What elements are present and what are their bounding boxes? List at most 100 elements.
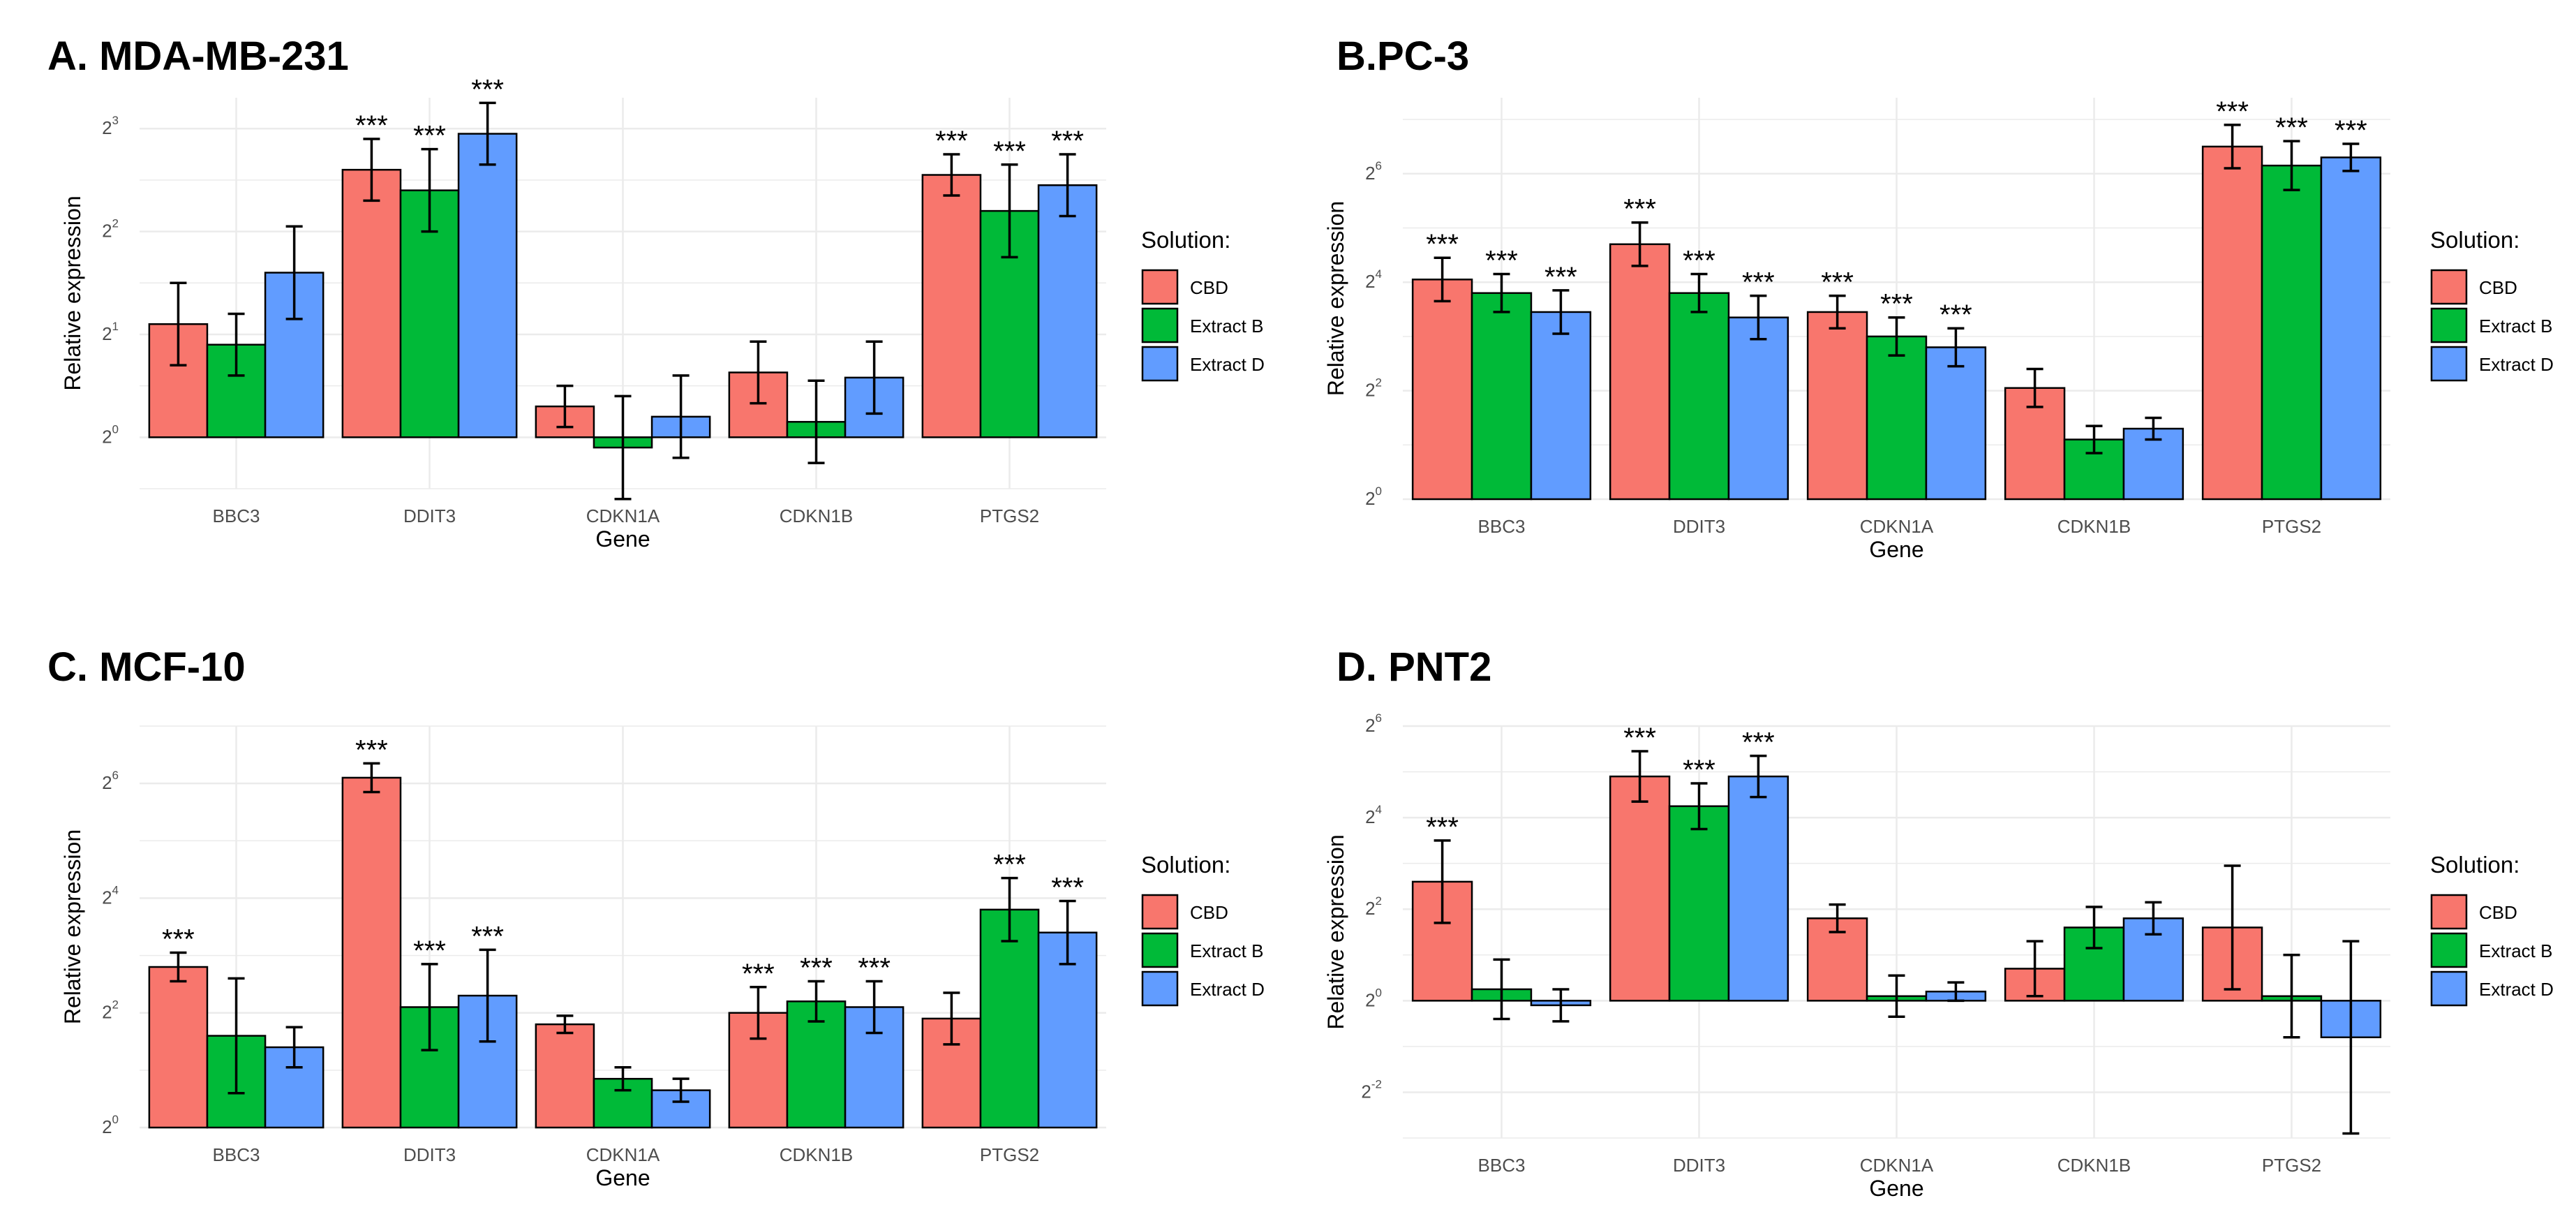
legend-swatch-cbd (2430, 894, 2468, 930)
significance-label: *** (742, 959, 775, 989)
legend-swatch-cbd (2430, 269, 2468, 305)
y-tick-label: 22 (1365, 894, 1382, 919)
legend-swatch-extract-b (2430, 307, 2468, 343)
legend-label: Extract D (1190, 979, 1265, 1000)
significance-label: *** (2216, 96, 2249, 127)
legend-label: CBD (2479, 902, 2517, 923)
y-tick-base: 2 (1365, 715, 1375, 736)
y-tick-exponent: 2 (112, 998, 119, 1012)
significance-label: *** (1880, 289, 1913, 320)
bar-cbd-cdkn1b (728, 371, 789, 438)
y-tick-label: 24 (102, 883, 119, 908)
x-tick-label: BBC3 (1478, 1155, 1526, 1176)
panel-c: C. MCF-1020222426***********************… (47, 644, 1265, 1190)
x-tick-label: PTGS2 (2262, 516, 2321, 537)
significance-label: *** (858, 953, 891, 984)
bar-extract-d-ddit3 (457, 133, 518, 438)
legend-label: CBD (1190, 902, 1228, 923)
y-axis-title: Relative expression (60, 829, 85, 1024)
y-axis-title: Relative expression (1323, 834, 1348, 1029)
significance-label: *** (162, 924, 195, 954)
y-tick-exponent: 2 (1376, 376, 1382, 390)
y-tick-exponent: 6 (1376, 159, 1382, 172)
legend: Solution: CBD Extract B Extract D (1141, 852, 1265, 1007)
legend-title: Solution: (2430, 852, 2519, 878)
bar-extract-d-ddit3 (1727, 775, 1789, 1002)
bar-cbd-cdkn1a (535, 1023, 595, 1129)
y-tick-exponent: 1 (112, 320, 119, 333)
y-tick-label: 22 (102, 217, 119, 242)
significance-label: *** (1051, 126, 1084, 156)
x-tick-label: DDIT3 (1673, 1155, 1725, 1176)
legend-title: Solution: (2430, 227, 2519, 253)
x-tick-label: CDKN1A (586, 1144, 660, 1165)
x-tick-label: DDIT3 (403, 1144, 456, 1165)
y-tick-label: 24 (1365, 803, 1382, 827)
bar-cbd-cdkn1a (1806, 917, 1868, 1002)
bar-cbd-cdkn1a (1806, 311, 1868, 501)
significance-label: *** (1742, 727, 1775, 758)
significance-label: *** (1544, 262, 1577, 293)
significance-label: *** (1683, 246, 1715, 276)
legend-label: Extract B (2479, 316, 2552, 337)
bar-extract-d-cdkn1a (1925, 346, 1987, 501)
bar-extract-d-ptgs2 (1037, 184, 1098, 438)
y-tick-label: 26 (1365, 711, 1382, 736)
y-tick-base: 2 (102, 323, 112, 344)
bar-cbd-ddit3 (341, 776, 402, 1129)
y-tick-exponent: 6 (1376, 711, 1382, 725)
significance-label: *** (355, 734, 388, 765)
y-tick-label: 2-2 (1361, 1077, 1382, 1102)
significance-label: *** (1426, 229, 1459, 260)
significance-label: *** (413, 936, 446, 966)
x-tick-label: CDKN1B (2057, 516, 2131, 537)
x-tick-label: CDKN1A (586, 505, 660, 526)
y-tick-base: 2 (102, 117, 112, 138)
y-tick-base: 2 (102, 221, 112, 242)
x-tick-label: BBC3 (1478, 516, 1526, 537)
y-tick-base: 2 (102, 1002, 112, 1023)
y-tick-label: 24 (1365, 267, 1382, 292)
significance-label: *** (1821, 267, 1854, 298)
panel-title: A. MDA-MB-231 (47, 34, 349, 79)
y-tick-label: 26 (1365, 159, 1382, 184)
significance-label: *** (413, 121, 446, 152)
significance-label: *** (471, 921, 504, 952)
y-tick-label: 22 (102, 998, 119, 1023)
legend-swatch-cbd (1141, 269, 1179, 305)
y-tick-base: 2 (1365, 898, 1375, 919)
significance-label: *** (1742, 267, 1775, 298)
y-tick-exponent: 4 (112, 883, 119, 896)
y-tick-label: 20 (1365, 986, 1382, 1010)
bar-extract-b-bbc3 (1471, 292, 1533, 501)
y-tick-exponent: 3 (112, 114, 119, 127)
bar-cbd-ddit3 (1609, 775, 1671, 1002)
bar-cbd-ptgs2 (921, 174, 982, 438)
y-tick-label: 20 (1365, 485, 1382, 509)
legend-label: CBD (2479, 277, 2517, 298)
y-tick-base: 2 (102, 426, 112, 447)
x-tick-label: CDKN1B (780, 505, 853, 526)
significance-label: *** (1623, 723, 1656, 753)
legend-swatch-extract-d (2430, 970, 2468, 1007)
x-axis-title: Gene (1869, 537, 1923, 562)
y-tick-label: 21 (102, 320, 119, 344)
bar-cbd-ddit3 (341, 168, 402, 438)
y-tick-exponent: 4 (1376, 267, 1382, 281)
y-tick-exponent: 2 (112, 217, 119, 230)
y-axis-title: Relative expression (1323, 201, 1348, 396)
x-axis-title: Gene (595, 526, 650, 552)
bar-extract-d-ddit3 (1727, 316, 1789, 501)
x-tick-label: CDKN1A (1860, 1155, 1934, 1176)
bar-extract-b-ptgs2 (2261, 164, 2323, 501)
y-tick-label: 23 (102, 114, 119, 138)
legend-label: Extract D (2479, 979, 2554, 1000)
y-tick-label: 22 (1365, 376, 1382, 401)
legend-swatch-extract-d (1141, 970, 1179, 1007)
legend-swatch-extract-b (1141, 307, 1179, 343)
bar-cbd-bbc3 (1411, 279, 1473, 501)
y-tick-base: 2 (102, 887, 112, 908)
